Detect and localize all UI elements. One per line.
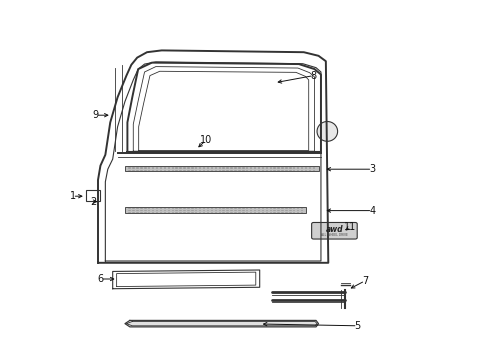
- Text: awd: awd: [326, 225, 343, 234]
- Bar: [86, 190, 100, 201]
- Text: 5: 5: [355, 321, 361, 331]
- Text: 10: 10: [200, 135, 212, 145]
- Text: 8: 8: [311, 71, 317, 81]
- Text: 2: 2: [90, 197, 96, 207]
- Text: 3: 3: [369, 164, 375, 174]
- Text: ALL WHEEL DRIVE: ALL WHEEL DRIVE: [321, 233, 348, 237]
- Polygon shape: [125, 320, 318, 327]
- Text: 9: 9: [93, 110, 98, 120]
- Text: 1: 1: [70, 191, 75, 201]
- Text: 4: 4: [369, 206, 375, 216]
- Text: 11: 11: [344, 222, 356, 232]
- Text: 7: 7: [362, 276, 368, 286]
- FancyBboxPatch shape: [312, 222, 357, 239]
- Bar: [125, 207, 306, 213]
- Ellipse shape: [317, 122, 338, 141]
- Text: 6: 6: [98, 274, 103, 284]
- Bar: [125, 166, 318, 171]
- Polygon shape: [113, 270, 260, 289]
